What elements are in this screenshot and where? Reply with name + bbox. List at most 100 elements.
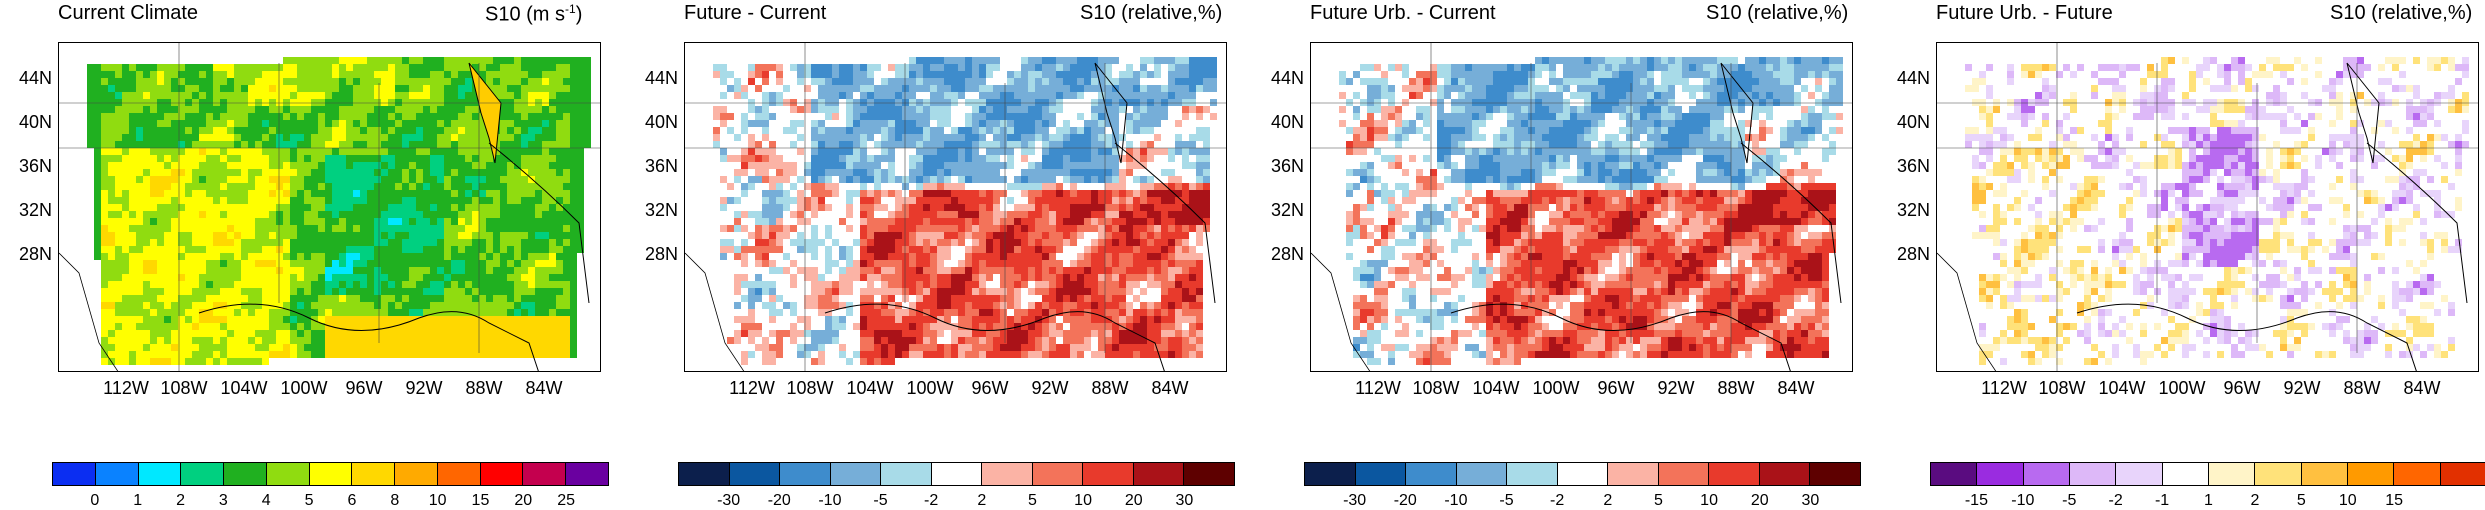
grid-cell: [1161, 183, 1168, 190]
grid-cell: [409, 162, 416, 169]
grid-cell: [951, 99, 958, 106]
grid-cell: [1021, 85, 1028, 92]
grid-cell: [1028, 246, 1035, 253]
grid-cell: [776, 225, 783, 232]
grid-cell: [563, 113, 570, 120]
grid-cell: [867, 120, 874, 127]
grid-cell: [1042, 260, 1049, 267]
grid-cell: [115, 288, 122, 295]
grid-cell: [535, 253, 542, 260]
grid-cell: [1119, 99, 1126, 106]
grid-cell: [1098, 99, 1105, 106]
grid-cell: [521, 141, 528, 148]
grid-cell: [458, 274, 465, 281]
grid-cell: [199, 323, 206, 330]
grid-cell: [570, 253, 577, 260]
grid-cell: [136, 78, 143, 85]
grid-cell: [748, 267, 755, 274]
grid-cell: [143, 302, 150, 309]
grid-cell: [909, 267, 916, 274]
grid-cell: [1035, 260, 1042, 267]
grid-cell: [129, 232, 136, 239]
grid-cell: [1105, 176, 1112, 183]
grid-cell: [790, 113, 797, 120]
grid-cell: [1196, 127, 1203, 134]
grid-cell: [290, 260, 297, 267]
grid-cell: [185, 302, 192, 309]
grid-cell: [909, 64, 916, 71]
grid-cell: [234, 351, 241, 358]
grid-cell: [192, 197, 199, 204]
grid-cell: [122, 141, 129, 148]
grid-cell: [577, 183, 584, 190]
grid-cell: [748, 239, 755, 246]
grid-cell: [297, 176, 304, 183]
grid-cell: [325, 134, 332, 141]
grid-cell: [199, 162, 206, 169]
grid-cell: [930, 183, 937, 190]
grid-cell: [500, 351, 507, 358]
grid-cell: [535, 295, 542, 302]
grid-cell: [143, 351, 150, 358]
grid-cell: [185, 183, 192, 190]
grid-cell: [860, 211, 867, 218]
grid-cell: [570, 309, 577, 316]
grid-cell: [965, 253, 972, 260]
grid-cell: [269, 211, 276, 218]
grid-cell: [206, 330, 213, 337]
grid-cell: [762, 232, 769, 239]
grid-cell: [535, 113, 542, 120]
grid-cell: [325, 169, 332, 176]
grid-cell: [549, 337, 556, 344]
grid-cell: [790, 92, 797, 99]
grid-cell: [965, 218, 972, 225]
grid-cell: [402, 225, 409, 232]
grid-cell: [1182, 134, 1189, 141]
grid-cell: [1196, 183, 1203, 190]
grid-cell: [1126, 71, 1133, 78]
grid-cell: [360, 295, 367, 302]
grid-cell: [909, 162, 916, 169]
grid-cell: [465, 155, 472, 162]
grid-cell: [178, 64, 185, 71]
grid-cell: [1063, 148, 1070, 155]
grid-cell: [874, 260, 881, 267]
grid-cell: [1140, 218, 1147, 225]
grid-cell: [797, 92, 804, 99]
grid-cell: [388, 197, 395, 204]
grid-cell: [129, 120, 136, 127]
grid-cell: [972, 64, 979, 71]
grid-cell: [164, 162, 171, 169]
grid-cell: [199, 120, 206, 127]
lat-tick-label: 36N: [18, 156, 52, 176]
grid-cell: [888, 148, 895, 155]
grid-cell: [381, 295, 388, 302]
grid-cell: [388, 183, 395, 190]
grid-cell: [276, 295, 283, 302]
grid-cell: [542, 169, 549, 176]
grid-cell: [465, 78, 472, 85]
grid-cell: [853, 113, 860, 120]
grid-cell: [556, 295, 563, 302]
grid-cell: [220, 176, 227, 183]
grid-cell: [493, 253, 500, 260]
grid-cell: [1070, 225, 1077, 232]
grid-cell: [423, 316, 430, 323]
grid-cell: [318, 85, 325, 92]
grid-cell: [755, 218, 762, 225]
grid-cell: [206, 162, 213, 169]
grid-cell: [150, 316, 157, 323]
grid-cell: [902, 211, 909, 218]
grid-cell: [164, 204, 171, 211]
grid-cell: [346, 141, 353, 148]
grid-cell: [769, 225, 776, 232]
grid-cell: [986, 190, 993, 197]
grid-cell: [535, 351, 542, 358]
grid-cell: [297, 274, 304, 281]
grid-cell: [1189, 162, 1196, 169]
grid-cell: [276, 246, 283, 253]
grid-cell: [944, 155, 951, 162]
grid-cell: [129, 274, 136, 281]
grid-cell: [374, 323, 381, 330]
grid-cell: [1000, 148, 1007, 155]
